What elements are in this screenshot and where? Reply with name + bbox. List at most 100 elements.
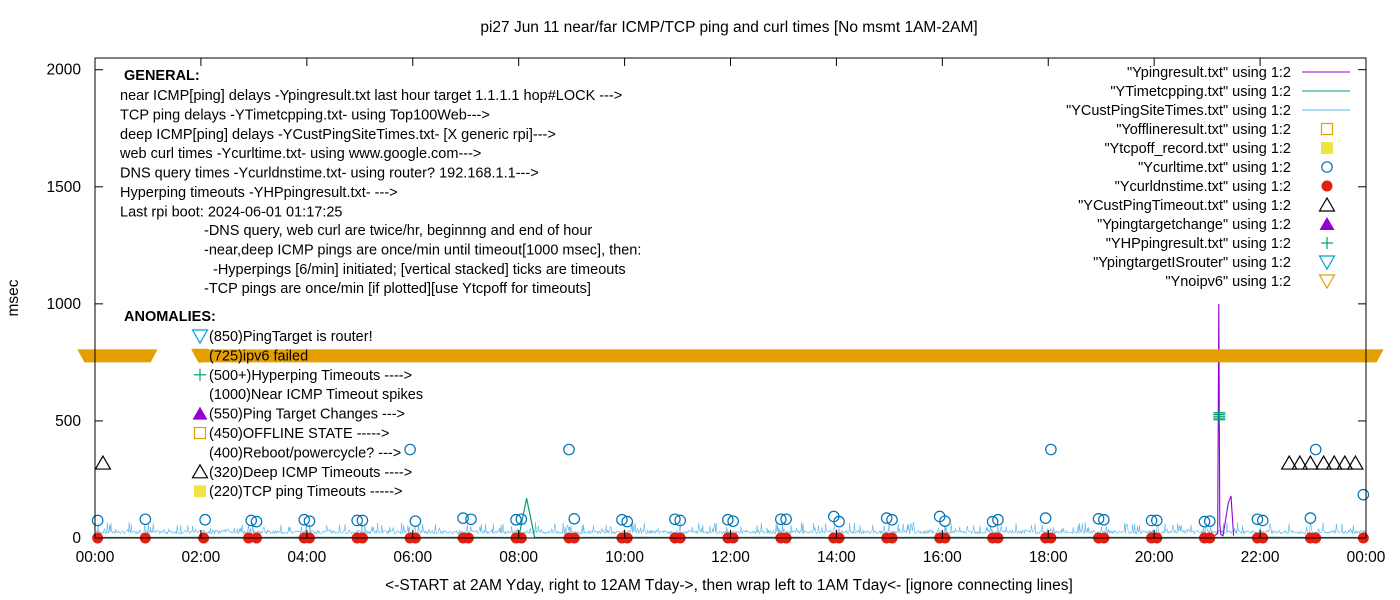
curl-time-point — [939, 515, 951, 527]
square-filled-marker — [1321, 142, 1333, 154]
legend-marker-sample — [1318, 274, 1336, 290]
legend-entry-label: "YCustPingSiteTimes.txt" using 1:2 — [1066, 103, 1291, 119]
curl-time-point — [245, 514, 258, 527]
x-tick-label: 04:00 — [287, 549, 326, 566]
curl-time-point — [621, 515, 634, 528]
legend-entry-label: "YCustPingTimeout.txt" using 1:2 — [1078, 198, 1291, 214]
curl-time-point — [727, 515, 739, 527]
legend-entry-label: "YTimetcpping.txt" using 1:2 — [1110, 84, 1291, 100]
triangle-up-open-marker — [1301, 454, 1319, 470]
annotations: GENERAL: near ICMP[ping] delays -Ypingres… — [119, 68, 641, 500]
legend-entry-label: "Ynoipv6" using 1:2 — [1165, 274, 1291, 290]
deep-icmp-timeout-point — [1280, 454, 1298, 470]
general-line: Last rpi boot: 2024-06-01 01:17:25 — [120, 204, 343, 220]
triangle-down-open-marker — [191, 329, 209, 345]
circle-open-marker — [563, 443, 575, 456]
square-open-marker — [1320, 122, 1334, 136]
curl-time-point — [722, 513, 734, 526]
curl-time-point — [1203, 515, 1216, 527]
x-tick-label: 16:00 — [923, 549, 962, 566]
axes: 0 500 1000 1500 2000 00:00 02:00 04:00 06:00 08:0… — [5, 19, 1386, 594]
anomaly-marker — [192, 406, 208, 420]
circle-open-marker — [139, 513, 152, 526]
x-tick-label: 10:00 — [605, 549, 644, 566]
curl-time-point — [465, 513, 477, 526]
x-tick-label: 20:00 — [1135, 549, 1174, 566]
x-tick-label: 00:00 — [1347, 549, 1386, 566]
triangle-up-open-marker — [1315, 454, 1333, 470]
curl-time-point — [1098, 513, 1110, 526]
curl-time-point — [139, 513, 152, 526]
anomaly-marker — [194, 485, 206, 498]
circle-open-marker — [833, 515, 845, 528]
anomaly-line: (725)ipv6 failed — [209, 348, 308, 364]
y-tick-label: 2000 — [47, 62, 82, 79]
circle-open-marker — [1092, 512, 1105, 525]
circle-open-marker — [457, 512, 469, 524]
triangle-up-open-marker — [191, 463, 209, 479]
y-tick-label: 500 — [55, 413, 81, 430]
general-heading: GENERAL: — [124, 68, 200, 84]
legend-entry-label: "Ypingresult.txt" using 1:2 — [1127, 65, 1291, 81]
legend-entry-label: "Ypingtargetchange" using 1:2 — [1097, 217, 1291, 233]
y-axis-label: msec — [5, 279, 22, 316]
legend-marker-sample — [1319, 217, 1335, 230]
curl-time-point — [833, 515, 845, 528]
x-tick-label: 22:00 — [1241, 549, 1280, 566]
circle-open-marker — [1151, 514, 1163, 527]
circle-open-marker — [465, 513, 477, 526]
circle-open-marker — [303, 515, 316, 527]
circle-open-marker — [1256, 514, 1269, 527]
triangle-down-open-marker — [1318, 255, 1336, 271]
circle-open-marker — [1304, 512, 1317, 524]
curl-time-point — [1039, 512, 1052, 524]
hyperping-point — [1213, 406, 1226, 419]
circle-open-marker — [880, 512, 893, 524]
legend-marker-sample — [1321, 142, 1333, 154]
legend-marker-sample — [1321, 237, 1333, 249]
curl-time-point — [1151, 514, 1163, 527]
circle-open-marker — [886, 513, 898, 526]
anomaly-line: (550)Ping Target Changes ---> — [209, 407, 405, 423]
circle-open-marker — [1203, 515, 1216, 527]
series-noipv6-band-1 — [191, 349, 1384, 363]
circle-open-marker — [616, 513, 628, 526]
deep-icmp-timeout-point — [1301, 454, 1319, 470]
circle-open-marker — [568, 512, 581, 525]
triangle-down-open-marker — [191, 348, 209, 364]
triangle-up-filled-marker — [192, 406, 208, 420]
square-filled-marker — [194, 485, 206, 498]
curl-time-point — [568, 512, 581, 525]
y-tick-label: 1000 — [47, 296, 82, 313]
curl-time-point — [515, 513, 528, 526]
general-line: Hyperping timeouts -YHPpingresult.txt- -… — [120, 185, 398, 201]
legend-marker-sample — [1318, 255, 1336, 271]
x-tick-label: 12:00 — [711, 549, 750, 566]
circle-open-marker — [356, 514, 369, 527]
curl-time-point — [986, 515, 999, 528]
curl-time-point — [674, 514, 686, 527]
circle-open-marker — [351, 514, 363, 527]
chart-title: pi27 Jun 11 near/far ICMP/TCP ping and c… — [480, 19, 977, 36]
anomaly-marker — [191, 463, 209, 479]
legend: "Ypingresult.txt" using 1:2 "YTimetcpping… — [1066, 65, 1350, 290]
circle-open-marker — [1145, 514, 1158, 527]
anomaly-line: (500+)Hyperping Timeouts ----> — [209, 368, 412, 384]
triangle-up-open-marker — [1325, 454, 1343, 470]
x-tick-label: 06:00 — [393, 549, 432, 566]
curl-time-point — [992, 513, 1004, 526]
anomaly-marker — [191, 329, 209, 345]
general-indented-line: -TCP pings are once/min [if plotted][use… — [204, 281, 591, 297]
curl-time-point — [1198, 515, 1211, 528]
triangle-up-open-marker — [1336, 454, 1354, 470]
circle-open-marker — [727, 515, 739, 527]
circle-open-marker — [510, 513, 522, 526]
anomaly-line: (850)PingTarget is router! — [209, 329, 373, 345]
circle-open-marker — [1198, 515, 1211, 528]
deep-icmp-timeout-point — [1325, 454, 1343, 470]
general-line: web curl times -Ycurltime.txt- using www… — [119, 146, 481, 162]
triangle-up-open-marker — [1318, 196, 1336, 212]
circle-open-marker — [409, 515, 422, 527]
square-open-marker — [193, 426, 207, 440]
